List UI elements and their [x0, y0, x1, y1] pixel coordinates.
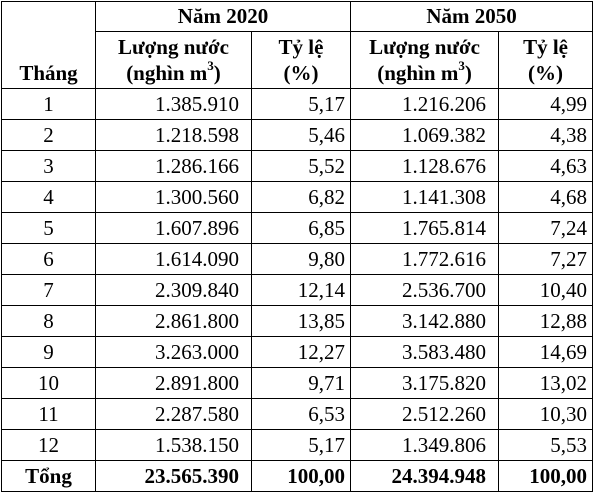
ratio-2020-cell: 12,27	[250, 336, 352, 368]
volume-2020-cell: 1.538.150	[95, 429, 252, 461]
volume-2020-cell: 1.286.166	[95, 150, 252, 182]
ratio-2020-cell: 9,71	[250, 367, 352, 399]
ratio-2020-cell: 6,53	[250, 398, 352, 430]
volume-2020-cell: 2.309.840	[95, 274, 252, 306]
month-cell: 1	[1, 88, 96, 120]
total-volume-2020: 23.565.390	[95, 460, 252, 492]
ratio-2020-cell: 5,17	[250, 429, 352, 461]
total-label: Tổng	[1, 460, 96, 492]
volume-2020-cell: 1.218.598	[95, 119, 252, 151]
month-cell: 4	[1, 181, 96, 213]
ratio-2050-cell: 12,88	[498, 305, 593, 337]
month-cell: 8	[1, 305, 96, 337]
table-row: 1 1.385.910 5,17 1.216.206 4,99	[1, 88, 593, 120]
table-row: 9 3.263.000 12,27 3.583.480 14,69	[1, 336, 593, 368]
month-cell: 5	[1, 212, 96, 244]
volume-2050-cell: 1.128.676	[350, 150, 500, 182]
year-2050-header: Năm 2050	[350, 1, 593, 32]
month-column-header: Tháng	[1, 1, 96, 89]
table-row: 4 1.300.560 6,82 1.141.308 4,68	[1, 181, 593, 213]
total-volume-2050: 24.394.948	[350, 460, 500, 492]
ratio-2020-cell: 5,46	[250, 119, 352, 151]
volume-2020-cell: 2.861.800	[95, 305, 252, 337]
volume-2020-cell: 2.891.800	[95, 367, 252, 399]
month-cell: 9	[1, 336, 96, 368]
volume-header-line1: Lượng nước	[369, 34, 480, 59]
ratio-2050-header: Tỷ lệ (%)	[498, 31, 593, 89]
ratio-2020-cell: 9,80	[250, 243, 352, 275]
table-row: 12 1.538.150 5,17 1.349.806 5,53	[1, 429, 593, 461]
month-cell: 3	[1, 150, 96, 182]
month-cell: 12	[1, 429, 96, 461]
volume-2050-cell: 2.512.260	[350, 398, 500, 430]
volume-header-line2: (nghìn m3)	[377, 58, 472, 85]
volume-2020-cell: 1.614.090	[95, 243, 252, 275]
volume-2050-cell: 1.069.382	[350, 119, 500, 151]
ratio-2020-cell: 12,14	[250, 274, 352, 306]
table-row: 11 2.287.580 6,53 2.512.260 10,30	[1, 398, 593, 430]
month-cell: 10	[1, 367, 96, 399]
volume-header-line2: (nghìn m3)	[126, 58, 221, 85]
volume-2020-cell: 1.607.896	[95, 212, 252, 244]
volume-2050-cell: 1.141.308	[350, 181, 500, 213]
ratio-header-line1: Tỷ lệ	[278, 34, 324, 59]
year-2020-header: Năm 2020	[94, 1, 352, 32]
month-cell: 11	[1, 398, 96, 430]
volume-2020-cell: 1.385.910	[95, 88, 252, 120]
volume-2050-header: Lượng nước (nghìn m3)	[350, 31, 500, 89]
ratio-2050-cell: 13,02	[498, 367, 593, 399]
volume-2020-cell: 1.300.560	[95, 181, 252, 213]
ratio-2050-cell: 14,69	[498, 336, 593, 368]
ratio-2050-cell: 5,53	[498, 429, 593, 461]
volume-2020-header: Lượng nước (nghìn m3)	[95, 31, 252, 89]
ratio-2020-cell: 6,82	[250, 181, 352, 213]
ratio-2020-header: Tỷ lệ (%)	[250, 31, 352, 89]
month-cell: 7	[1, 274, 96, 306]
volume-2020-cell: 2.287.580	[95, 398, 252, 430]
ratio-header-line1: Tỷ lệ	[523, 34, 568, 59]
table-row: 8 2.861.800 13,85 3.142.880 12,88	[1, 305, 593, 337]
volume-header-line1: Lượng nước	[118, 34, 229, 59]
ratio-2050-cell: 4,63	[498, 150, 593, 182]
ratio-2050-cell: 4,38	[498, 119, 593, 151]
ratio-2020-cell: 13,85	[250, 305, 352, 337]
total-ratio-2050: 100,00	[498, 460, 593, 492]
total-row: Tổng 23.565.390 100,00 24.394.948 100,00	[1, 460, 593, 492]
ratio-2050-cell: 4,68	[498, 181, 593, 213]
table-row: 5 1.607.896 6,85 1.765.814 7,24	[1, 212, 593, 244]
table-row: 10 2.891.800 9,71 3.175.820 13,02	[1, 367, 593, 399]
volume-2050-cell: 3.583.480	[350, 336, 500, 368]
ratio-2050-cell: 10,30	[498, 398, 593, 430]
ratio-header-line2: (%)	[528, 61, 564, 85]
ratio-2050-cell: 10,40	[498, 274, 593, 306]
table-body: 1 1.385.910 5,17 1.216.206 4,99 2 1.218.…	[1, 88, 593, 492]
volume-2050-cell: 1.216.206	[350, 88, 500, 120]
ratio-2020-cell: 5,52	[250, 150, 352, 182]
month-cell: 6	[1, 243, 96, 275]
volume-2050-cell: 1.765.814	[350, 212, 500, 244]
table-row: 3 1.286.166 5,52 1.128.676 4,63	[1, 150, 593, 182]
ratio-2050-cell: 7,27	[498, 243, 593, 275]
volume-2050-cell: 3.142.880	[350, 305, 500, 337]
table-row: 7 2.309.840 12,14 2.536.700 10,40	[1, 274, 593, 306]
ratio-2050-cell: 7,24	[498, 212, 593, 244]
table-row: 2 1.218.598 5,46 1.069.382 4,38	[1, 119, 593, 151]
ratio-2020-cell: 5,17	[250, 88, 352, 120]
volume-2050-cell: 3.175.820	[350, 367, 500, 399]
ratio-header-line2: (%)	[283, 61, 319, 85]
month-cell: 2	[1, 119, 96, 151]
volume-2050-cell: 1.349.806	[350, 429, 500, 461]
volume-2050-cell: 1.772.616	[350, 243, 500, 275]
volume-2050-cell: 2.536.700	[350, 274, 500, 306]
total-ratio-2020: 100,00	[250, 460, 352, 492]
ratio-2050-cell: 4,99	[498, 88, 593, 120]
volume-2020-cell: 3.263.000	[95, 336, 252, 368]
ratio-2020-cell: 6,85	[250, 212, 352, 244]
table-row: 6 1.614.090 9,80 1.772.616 7,27	[1, 243, 593, 275]
